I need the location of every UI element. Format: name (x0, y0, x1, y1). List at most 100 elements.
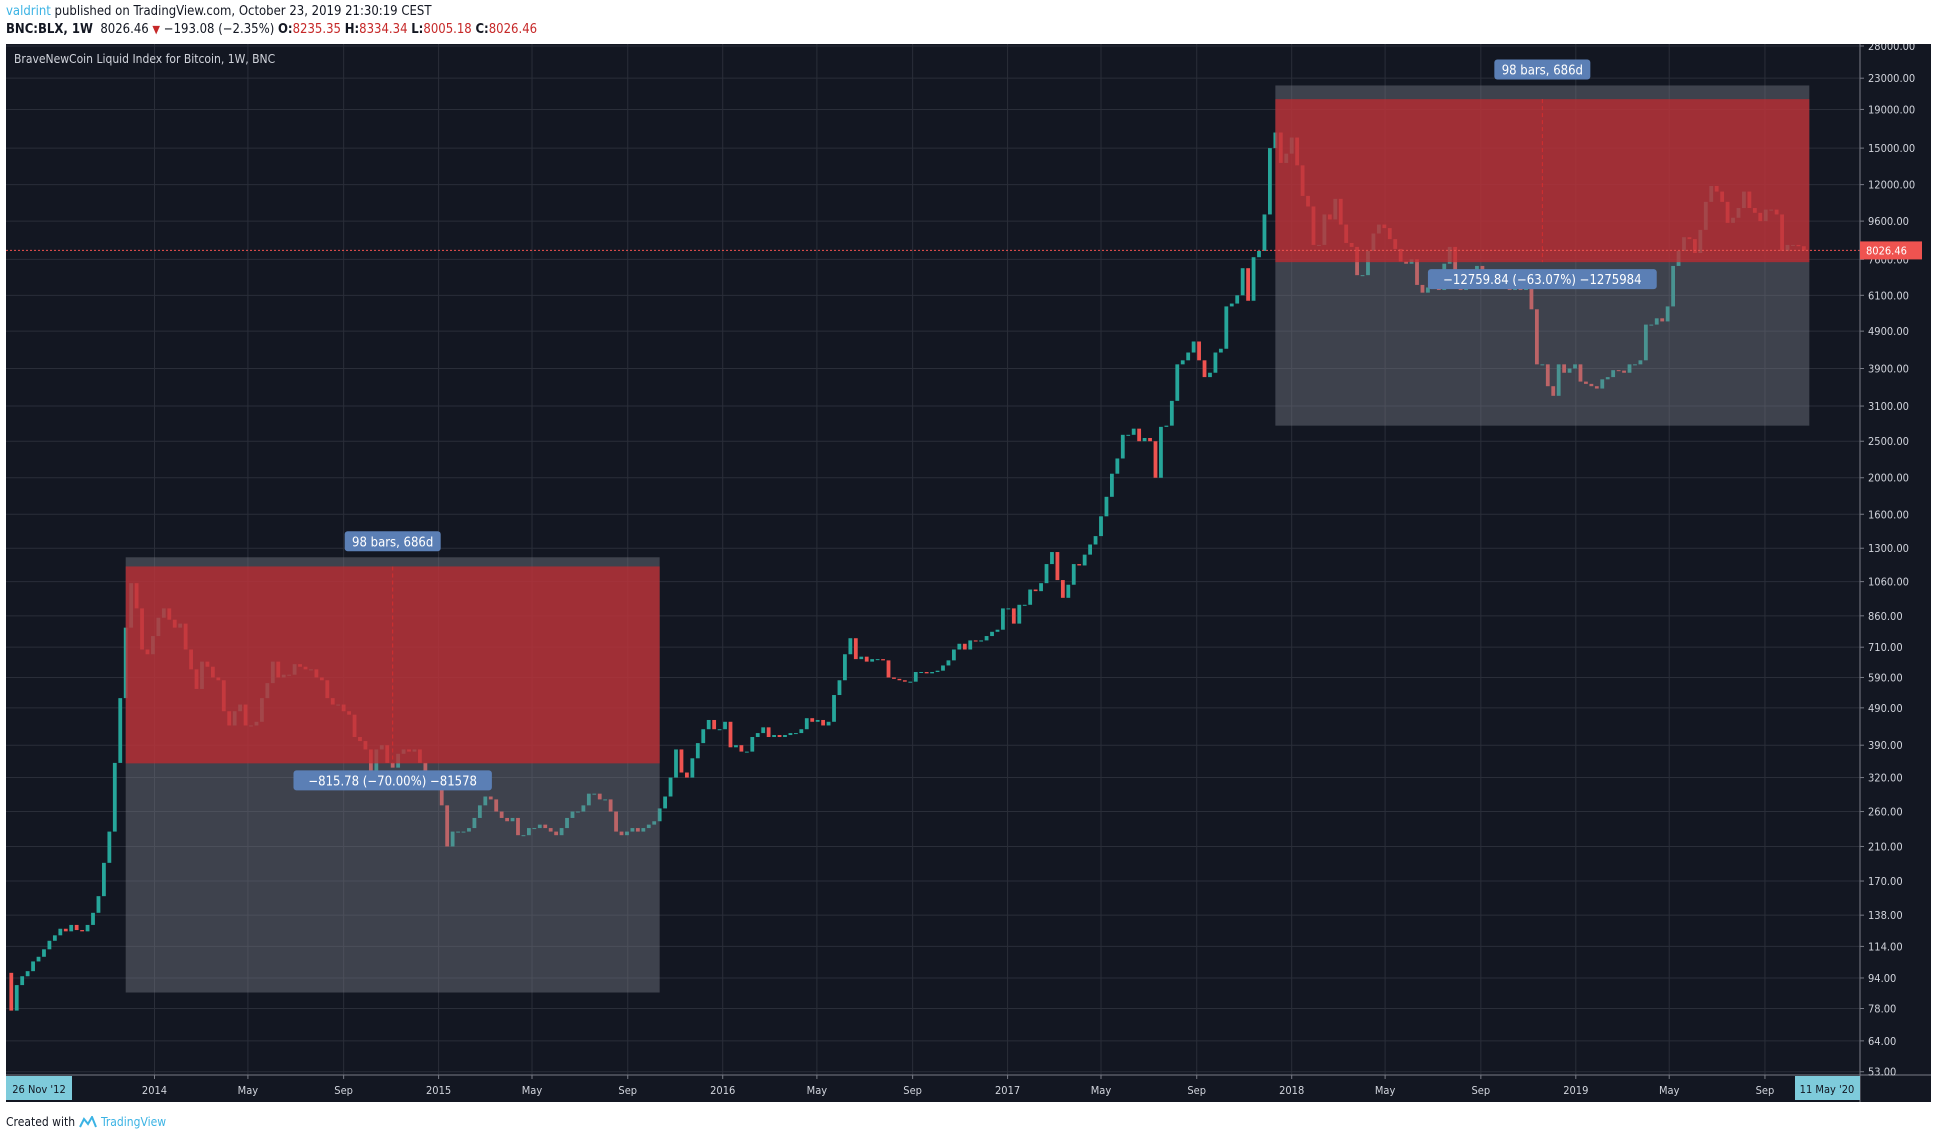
candle (1589, 383, 1594, 387)
candle (973, 640, 978, 642)
candle (1415, 259, 1419, 285)
time-tick-label: Sep (334, 1084, 353, 1097)
candle (881, 659, 885, 661)
time-tick-label: May (238, 1084, 259, 1097)
candle (581, 805, 586, 812)
candle (1071, 564, 1076, 585)
candle (1197, 341, 1201, 361)
candle (979, 640, 984, 642)
candle (962, 643, 967, 650)
candle (510, 817, 515, 822)
price-change: −193.08 (−2.35%) (163, 22, 275, 37)
candle (1578, 364, 1583, 382)
tradingview-link[interactable]: TradingView (101, 1115, 167, 1129)
candle (1600, 379, 1605, 389)
chart-panel[interactable]: 98 bars, 686d −815.78 (−70.00%) −81578 98 … (6, 44, 1931, 1102)
candle (1660, 318, 1665, 322)
price-tick-label: 390.00 (1868, 739, 1903, 752)
time-tick-label: May (1091, 1084, 1112, 1097)
price-tick-label: 1060.00 (1868, 576, 1909, 589)
candle (1104, 496, 1109, 517)
candle (565, 817, 569, 829)
candle (494, 799, 499, 812)
candle (1268, 148, 1272, 215)
candle (1218, 348, 1223, 353)
time-tick-label: Sep (618, 1084, 637, 1097)
price-tick-label: 320.00 (1868, 772, 1903, 785)
candle (1257, 250, 1261, 258)
candle (1131, 428, 1136, 435)
candle (58, 928, 63, 936)
triangle-down-icon: ▼ (152, 23, 161, 36)
open-value: 8235.35 (292, 22, 341, 37)
bars-label: 98 bars, 686d (344, 531, 441, 552)
candle (804, 718, 809, 730)
candle (1028, 589, 1033, 605)
candle (1649, 324, 1654, 326)
candle (52, 935, 57, 941)
price-tick-label: 710.00 (1868, 641, 1903, 654)
change-label-text: −815.78 (−70.00%) −81578 (308, 774, 477, 789)
candle (1229, 303, 1234, 307)
candle (695, 743, 700, 759)
candle (532, 828, 537, 830)
candle (423, 762, 428, 778)
time-tick-label: 2014 (142, 1084, 167, 1097)
candle (919, 672, 924, 674)
candle (69, 924, 74, 932)
candle (1551, 386, 1556, 396)
candle (559, 828, 564, 836)
candle (1191, 341, 1196, 353)
price-tick-label: 1600.00 (1868, 508, 1909, 521)
candle (859, 656, 864, 660)
low-value: 8005.18 (423, 22, 472, 37)
candle (1164, 425, 1169, 427)
candle (63, 928, 68, 932)
candle (1529, 287, 1534, 310)
candle (1638, 360, 1643, 365)
candle (450, 831, 455, 847)
candle (1120, 434, 1125, 459)
candle (619, 831, 624, 836)
candle (772, 735, 776, 738)
candle (1137, 428, 1142, 442)
price-tick-label: 64.00 (1868, 1035, 1896, 1048)
candle (1240, 268, 1245, 296)
candle (521, 835, 526, 837)
price-tick-label: 260.00 (1868, 806, 1903, 819)
price-tick-label: 28000.00 (1868, 44, 1915, 53)
candle (603, 799, 608, 801)
candle (995, 629, 1000, 632)
price-tick-label: 3900.00 (1868, 362, 1909, 375)
candle (957, 643, 962, 650)
candle (646, 824, 651, 829)
candle (935, 670, 940, 673)
candle (467, 828, 471, 832)
author-link[interactable]: valdrint (6, 4, 51, 19)
candle (1115, 458, 1120, 474)
change-label: −12759.84 (−63.07%) −1275984 (1427, 269, 1657, 290)
candle (1180, 360, 1185, 365)
candle (924, 672, 929, 674)
candle (1055, 552, 1060, 581)
candle (499, 811, 504, 818)
candle (685, 772, 689, 778)
candle (445, 805, 450, 847)
candle (1633, 364, 1637, 366)
candlestick-chart[interactable]: 98 bars, 686d −815.78 (−70.00%) −81578 98 … (6, 44, 1931, 1102)
candle (848, 638, 853, 655)
price-axis (1860, 44, 1931, 1102)
candle (766, 727, 771, 738)
change-label: −815.78 (−70.00%) −81578 (293, 770, 492, 791)
created-with-text: Created with (6, 1115, 76, 1129)
price-tick-label: 23000.00 (1868, 72, 1915, 85)
candle (1099, 516, 1103, 537)
price-tick-label: 4900.00 (1868, 325, 1909, 338)
candle (712, 719, 717, 730)
candle (635, 828, 640, 832)
candle (853, 638, 858, 660)
candle (875, 659, 880, 661)
candle (1611, 370, 1616, 378)
candle (641, 828, 646, 832)
bars-label-text: 98 bars, 686d (1502, 63, 1583, 78)
